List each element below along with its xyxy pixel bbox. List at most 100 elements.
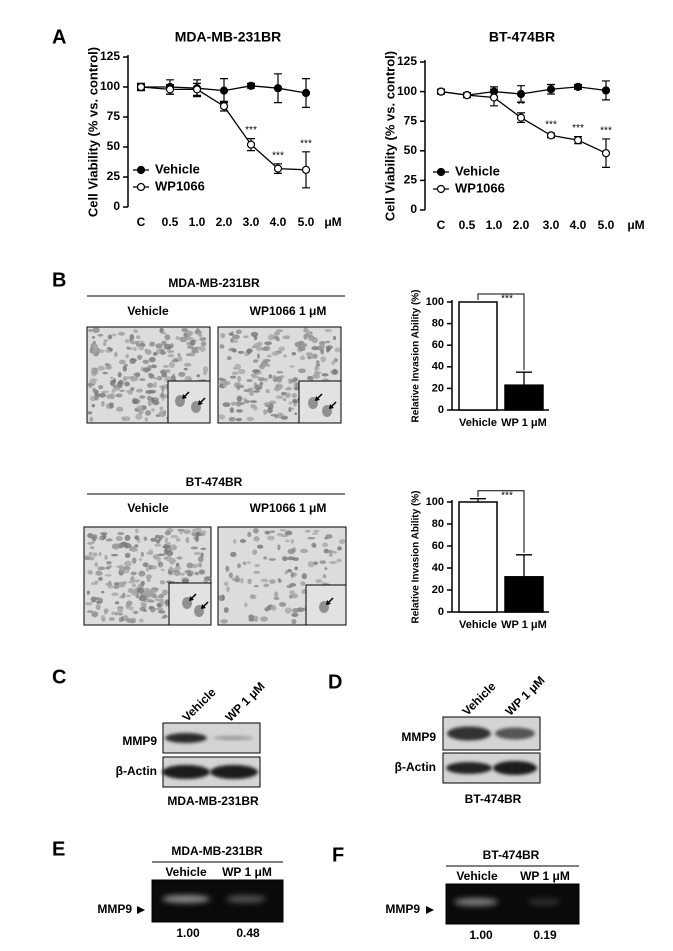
cell (158, 601, 166, 605)
cell (87, 541, 94, 545)
cell (279, 528, 287, 532)
cell (323, 548, 329, 554)
cell (229, 407, 235, 414)
cell (290, 407, 295, 411)
y-axis-title: Relative Invasion Ability (%) (411, 290, 422, 423)
cell (130, 387, 135, 391)
cell (142, 367, 150, 373)
band (226, 895, 266, 903)
cell (181, 578, 190, 584)
cell (155, 343, 163, 349)
data-point (301, 88, 311, 98)
cell (312, 532, 319, 535)
cell (218, 414, 226, 420)
cell (171, 359, 179, 362)
cell (300, 548, 308, 554)
y-tick-label: 125 (397, 54, 417, 68)
cell (170, 534, 179, 539)
cell (259, 381, 264, 386)
cell (142, 359, 150, 364)
cell (247, 531, 252, 538)
significance-bracket (477, 490, 525, 553)
data-point (219, 86, 229, 95)
cell (157, 598, 165, 602)
cell (248, 614, 255, 619)
cell (190, 546, 199, 550)
ratio: 1.00 (176, 926, 200, 940)
ratio: 1.00 (469, 928, 493, 942)
cell (111, 611, 116, 616)
cell (191, 563, 199, 569)
data-point (462, 91, 472, 100)
y-tick-label: 75 (404, 113, 418, 127)
cell (130, 571, 137, 576)
cell (135, 528, 139, 534)
cell (102, 371, 108, 375)
cell (315, 578, 323, 584)
x-tick-label: 5.0 (598, 218, 615, 232)
cell (247, 561, 252, 564)
y-tick-label: 40 (432, 361, 444, 373)
lane-label: WP 1 μM (520, 869, 570, 883)
cell (138, 558, 143, 561)
cell (300, 581, 306, 586)
cell (129, 338, 134, 342)
cell (162, 545, 170, 549)
cell (324, 567, 328, 571)
cell (236, 395, 243, 402)
y-tick-label: 20 (432, 382, 444, 394)
cell (270, 413, 278, 417)
cell (135, 335, 141, 340)
cell (289, 379, 296, 383)
arrowhead (189, 596, 194, 601)
cell-line: BT-474BR (186, 475, 243, 489)
cell (153, 377, 161, 380)
cell (166, 349, 175, 354)
cell (140, 580, 145, 586)
cell (191, 347, 199, 353)
y-tick-label: 75 (107, 109, 121, 123)
cell (332, 368, 338, 375)
cell (145, 567, 149, 572)
cell (285, 335, 290, 340)
cell (284, 607, 292, 614)
data-point (136, 82, 146, 92)
cell (243, 397, 247, 401)
arrowhead (198, 400, 203, 405)
x-tick-label: 4.0 (570, 218, 587, 232)
row-label: MMP9 (401, 730, 436, 744)
cell (97, 597, 103, 604)
cell (163, 614, 167, 619)
cell (322, 574, 327, 579)
cell (164, 537, 169, 544)
ratio: 0.48 (236, 926, 260, 940)
cell (132, 399, 140, 405)
cell (287, 386, 292, 391)
y-tick-label: 125 (100, 49, 120, 63)
x-tick-label: Vehicle (459, 417, 497, 429)
cell (92, 598, 98, 602)
lane-label: WP 1 μM (222, 865, 272, 879)
cell (196, 374, 201, 378)
cell (289, 590, 295, 595)
cell (164, 369, 171, 374)
cell (221, 594, 225, 601)
significance: *** (272, 150, 284, 161)
cell (91, 336, 96, 339)
x-unit: μM (627, 218, 644, 232)
cell (95, 603, 101, 611)
cell (107, 565, 113, 568)
ratio: 0.19 (533, 928, 557, 942)
cell (180, 337, 188, 342)
cell (125, 603, 130, 610)
cell (278, 346, 286, 352)
x-tick-label: C (137, 215, 146, 229)
cell (311, 346, 319, 351)
cell (320, 356, 327, 363)
x-unit: μM (324, 215, 341, 229)
cell (131, 583, 136, 588)
cell (314, 365, 318, 372)
y-tick-label: 100 (397, 84, 417, 98)
lane-label: Vehicle (179, 685, 218, 724)
